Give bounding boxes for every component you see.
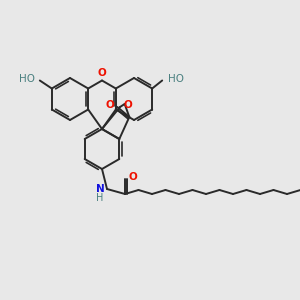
Text: H: H — [96, 193, 104, 203]
Text: O: O — [129, 172, 137, 182]
Text: HO: HO — [168, 74, 184, 85]
Text: N: N — [96, 184, 104, 194]
Text: O: O — [106, 100, 115, 110]
Text: O: O — [124, 100, 132, 110]
Text: HO: HO — [19, 74, 35, 85]
Text: O: O — [98, 68, 106, 79]
